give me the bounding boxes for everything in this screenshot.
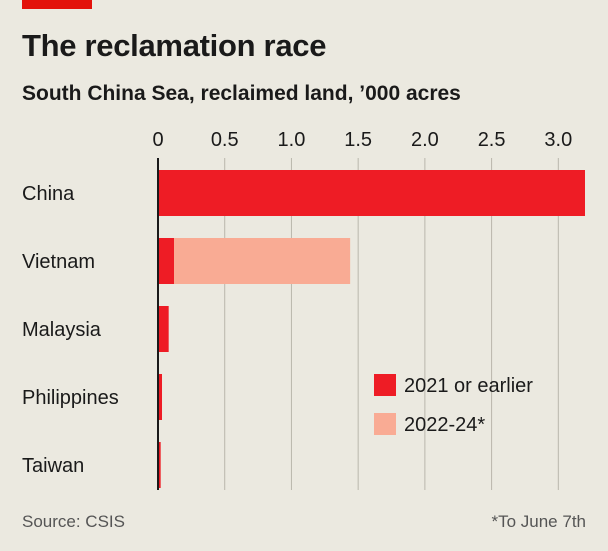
chart-title: The reclamation race	[22, 28, 327, 63]
chart-subtitle: South China Sea, reclaimed land, ’000 ac…	[22, 82, 461, 105]
bar	[158, 170, 585, 216]
source-note: Source: CSIS	[22, 512, 125, 531]
legend-label: 2021 or earlier	[404, 375, 533, 397]
x-tick-label: 1.5	[344, 129, 372, 151]
x-tick-label: 3.0	[544, 129, 572, 151]
x-tick-label: 0	[152, 129, 163, 151]
bar	[158, 238, 175, 284]
legend-swatch	[374, 374, 396, 396]
legend-swatch	[374, 413, 396, 435]
x-tick-label: 0.5	[211, 129, 239, 151]
bar	[158, 306, 169, 352]
x-tick-label: 2.5	[478, 129, 506, 151]
category-label: Vietnam	[22, 251, 95, 273]
bar	[158, 442, 161, 488]
accent-bar	[22, 0, 92, 9]
footnote: *To June 7th	[491, 512, 586, 531]
category-label: Malaysia	[22, 319, 102, 341]
bar	[174, 238, 351, 284]
bar	[158, 374, 163, 420]
category-label: Taiwan	[22, 455, 84, 477]
x-tick-label: 2.0	[411, 129, 439, 151]
legend-label: 2022-24*	[404, 414, 485, 436]
category-label: China	[22, 183, 75, 205]
x-tick-label: 1.0	[278, 129, 306, 151]
category-label: Philippines	[22, 387, 119, 409]
